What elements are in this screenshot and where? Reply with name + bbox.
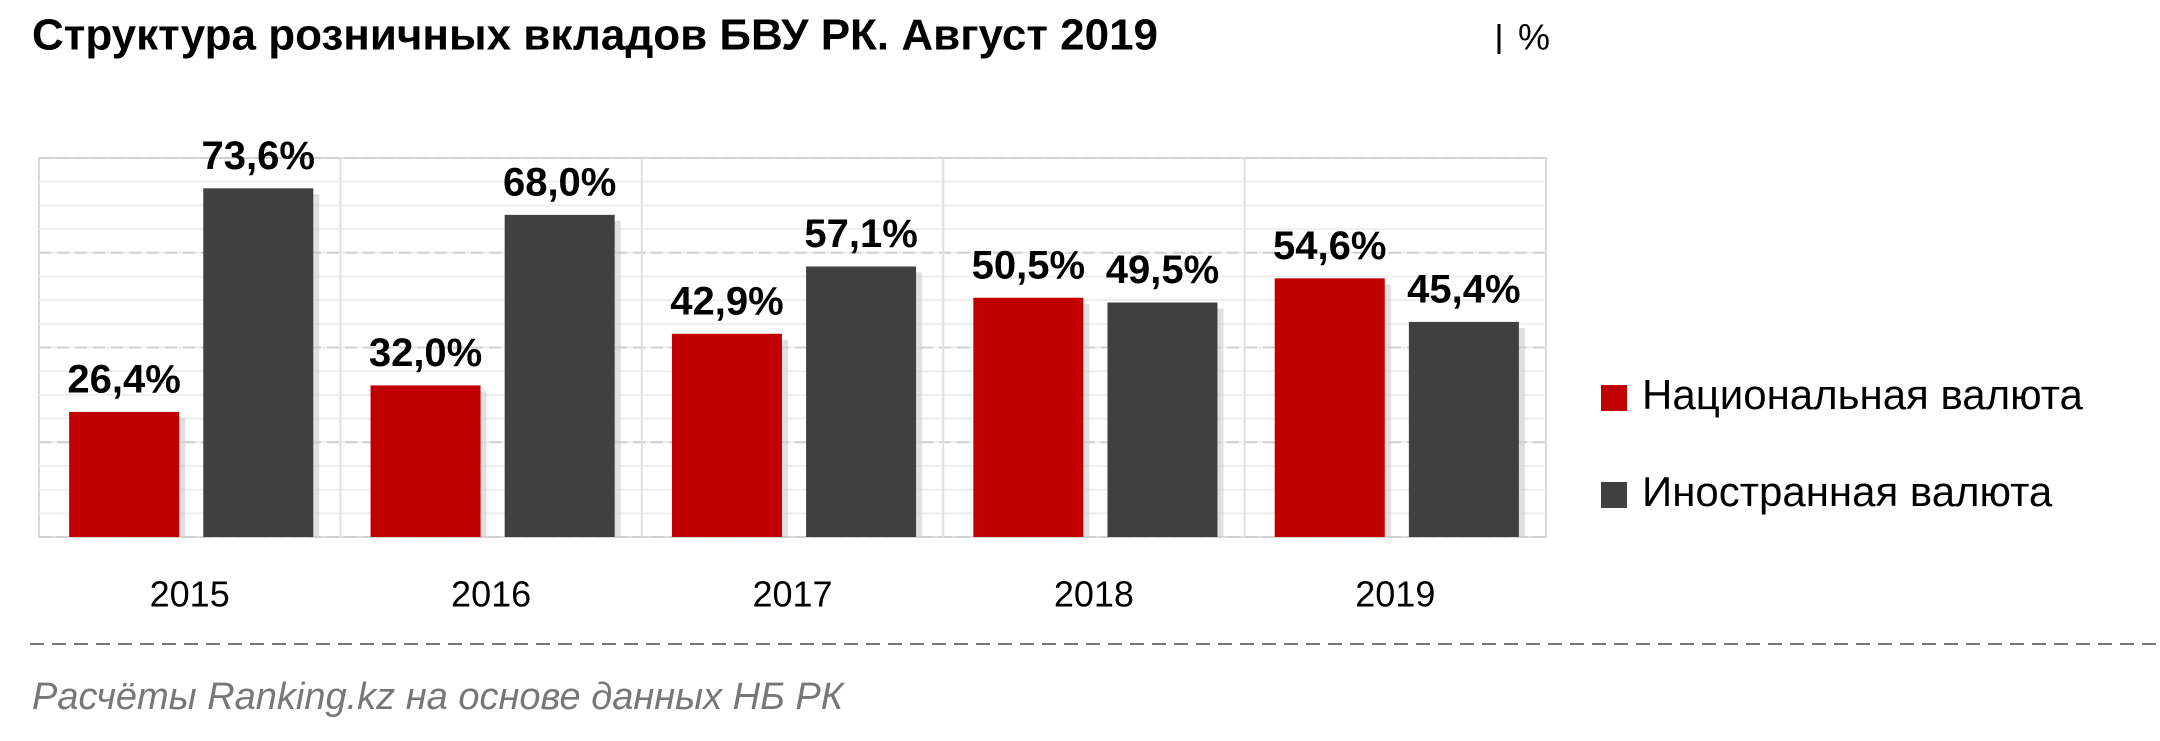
- x-tick-label: 2018: [1054, 574, 1134, 615]
- x-tick-label: 2015: [150, 574, 230, 615]
- bar: [671, 333, 782, 537]
- x-tick-label: 2016: [451, 574, 531, 615]
- source: Расчёты Ranking.kz на основе данных НБ Р…: [32, 676, 846, 718]
- bar: [69, 411, 180, 537]
- data-label: 73,6%: [202, 134, 315, 178]
- legend-swatch: [1601, 482, 1627, 508]
- x-tick-label: 2019: [1355, 574, 1435, 615]
- legend-label: Национальная валюта: [1642, 371, 2084, 418]
- data-label: 32,0%: [369, 331, 482, 375]
- data-label: 50,5%: [972, 243, 1085, 287]
- data-label: 26,4%: [67, 357, 180, 401]
- data-label: 57,1%: [804, 212, 917, 256]
- data-label: 54,6%: [1273, 224, 1386, 268]
- bar: [504, 214, 615, 537]
- chart-title: Структура розничных вкладов БВУ РК. Авгу…: [32, 11, 1158, 60]
- bar: [203, 188, 314, 537]
- legend-swatch: [1601, 385, 1627, 411]
- bar: [806, 266, 917, 537]
- data-label: 49,5%: [1106, 248, 1219, 292]
- bar: [1107, 302, 1218, 537]
- bar: [1408, 321, 1519, 537]
- bar: [1274, 278, 1385, 537]
- unit: %: [1518, 17, 1550, 58]
- data-label: 45,4%: [1407, 267, 1520, 311]
- bar: [370, 385, 481, 537]
- x-tick-label: 2017: [752, 574, 832, 615]
- bar: [973, 297, 1084, 537]
- legend-label: Иностранная валюта: [1642, 468, 2053, 515]
- data-label: 68,0%: [503, 160, 616, 204]
- data-label: 42,9%: [670, 279, 783, 323]
